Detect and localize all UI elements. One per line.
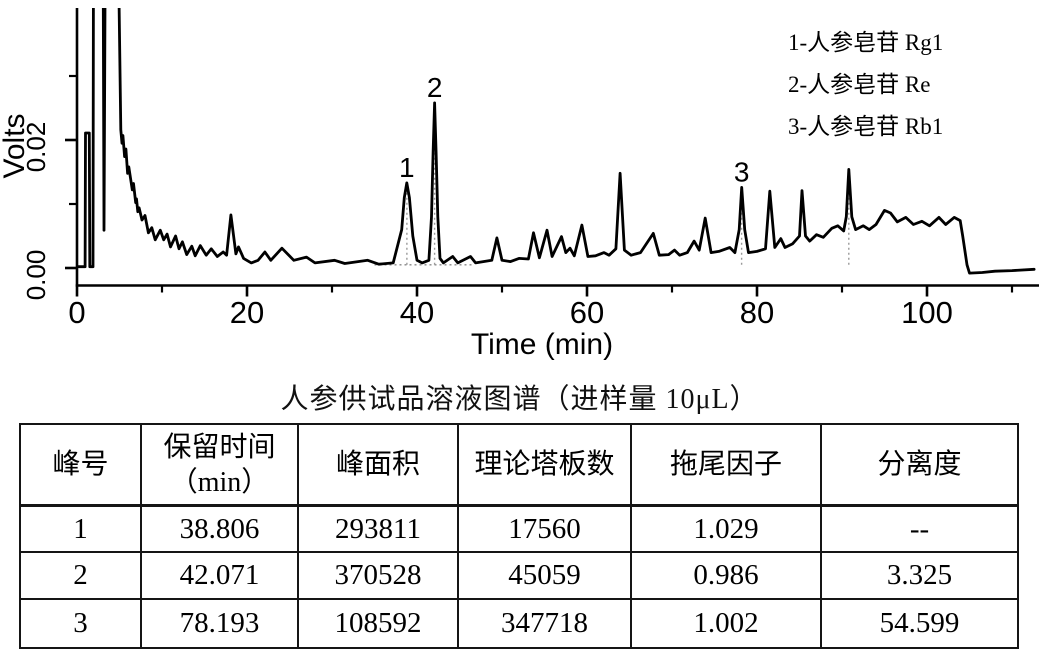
x-tick-label: 80 [740, 295, 774, 330]
table-header-cell: 理论塔板数 [459, 425, 632, 507]
peak-label: 1 [399, 152, 415, 183]
y-tick-label: 0.00 [21, 250, 51, 301]
table-value-cell: 2 [21, 553, 142, 600]
table-header-cell: 分离度 [822, 425, 1017, 507]
legend-entry: 1-人参皂苷 Rg1 [788, 30, 943, 55]
table-header-line1: 分离度 [877, 449, 962, 480]
table-value-cell: 108592 [299, 600, 459, 647]
chromatogram-plot: 0 20 40 60 80 100 0.00 0.02 Time (min) Volts 1 2 3 1-… [0, 8, 1039, 361]
x-axis-title: Time (min) [471, 328, 613, 361]
table-value-cell: 17560 [459, 507, 632, 553]
table-value-cell: 1 [21, 507, 142, 553]
table-header-cell: 保留时间 （min） [142, 425, 299, 507]
y-tick-label: 0.02 [21, 122, 51, 173]
table-value-cell: 1.029 [632, 507, 822, 553]
table-value-cell: 347718 [459, 600, 632, 647]
table-header-cell: 峰面积 [299, 425, 459, 507]
table-value-cell: 370528 [299, 553, 459, 600]
x-tick-label: 100 [901, 295, 953, 330]
y-axis-title: Volts [0, 113, 31, 178]
table-value-cell: 3 [21, 600, 142, 647]
legend-entry: 2-人参皂苷 Re [788, 72, 930, 97]
chart-caption: 人参供试品溶液图谱（进样量 10μL） [280, 384, 759, 415]
chromatogram-trace [77, 8, 1036, 275]
x-tick-label: 40 [400, 295, 434, 330]
table-header-line1: 峰号 [52, 449, 109, 480]
table-value-cell: -- [822, 507, 1017, 553]
table-header-line2: （min） [169, 466, 270, 498]
table-header-line1: 峰面积 [335, 449, 420, 480]
table-header-line1: 理论塔板数 [474, 449, 615, 480]
x-tick-label: 20 [230, 295, 264, 330]
table-header-line1: 保留时间 [163, 431, 276, 463]
table-header-cell: 峰号 [21, 425, 142, 507]
table-value-cell: 42.071 [142, 553, 299, 600]
table-value-cell: 78.193 [142, 600, 299, 647]
table-value-cell: 54.599 [879, 607, 960, 640]
x-tick-label: 60 [570, 295, 604, 330]
table-value-cell: 1.002 [632, 600, 822, 647]
table-header-line1: 拖尾因子 [669, 449, 782, 480]
table-value-cell: 38.806 [142, 507, 299, 553]
table-value-cell: 0.986 [632, 553, 822, 600]
peak-label: 2 [427, 72, 443, 103]
peak-label: 3 [734, 156, 750, 187]
table-value-cell: 293811 [299, 507, 459, 553]
table-value-cell: 3.325 [822, 553, 1017, 600]
table-value-cell: 45059 [459, 553, 632, 600]
peak-results-table: 峰号 保留时间 （min） 峰面积 理论塔板数 拖尾因子 分离度 1 38.806 293811 1… [19, 423, 1019, 649]
x-tick-label: 0 [68, 295, 85, 330]
table-header-cell: 拖尾因子 [632, 425, 822, 507]
legend-entry: 3-人参皂苷 Rb1 [788, 114, 943, 139]
